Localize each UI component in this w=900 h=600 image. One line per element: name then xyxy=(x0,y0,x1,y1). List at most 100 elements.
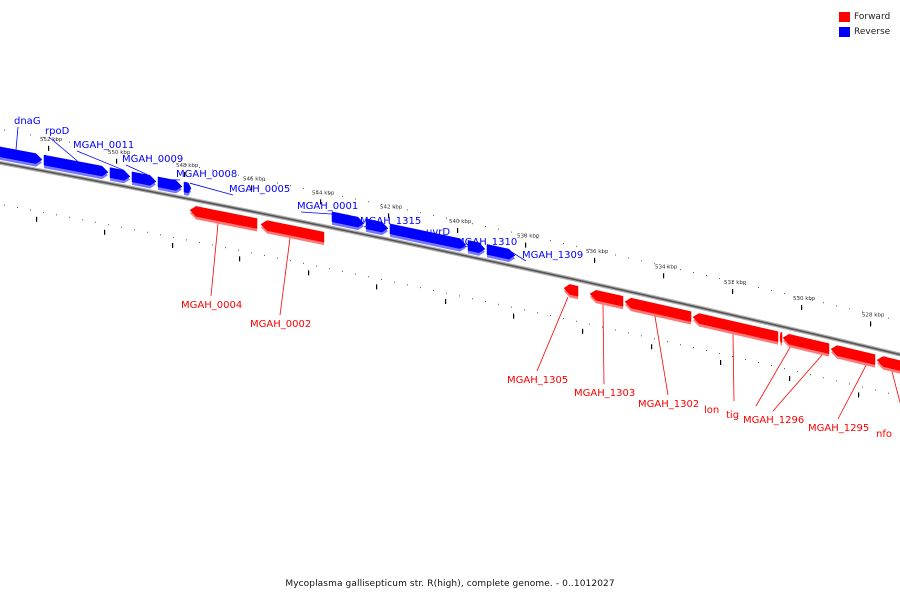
gene-label[interactable]: MGAH_1315 xyxy=(360,216,421,227)
inner-ruler-dot xyxy=(433,289,434,291)
inner-ruler-dot xyxy=(641,335,642,337)
outer-ruler-dot xyxy=(212,169,213,171)
gene-arrow[interactable] xyxy=(365,218,389,233)
outer-ruler-dot xyxy=(810,299,811,301)
gene-arrow[interactable] xyxy=(779,332,783,343)
gene-arrow[interactable] xyxy=(183,181,192,194)
outer-ruler-dot xyxy=(290,185,291,187)
outer-ruler-dot xyxy=(563,242,564,244)
inner-major-tick xyxy=(172,243,174,249)
gene-label[interactable]: MGAH_1296 xyxy=(743,415,804,426)
gene-label[interactable]: MGAH_1305 xyxy=(507,375,568,386)
gene-arrow[interactable] xyxy=(692,313,779,342)
gene-label[interactable]: MGAH_0008 xyxy=(176,169,237,180)
outer-ruler-dot xyxy=(628,257,629,259)
inner-ruler-dot xyxy=(459,295,460,297)
outer-ruler-dot xyxy=(108,149,109,151)
gene-label[interactable]: dnaG xyxy=(14,116,41,127)
inner-major-tick xyxy=(376,284,378,290)
outer-major-tick xyxy=(594,257,596,263)
inner-ruler-dot xyxy=(706,350,707,352)
gene-label[interactable]: tig xyxy=(726,410,739,421)
outer-ruler-dot xyxy=(771,290,772,292)
gene-arrow[interactable] xyxy=(260,220,325,243)
gene-arrow[interactable] xyxy=(0,145,43,164)
outer-major-tick xyxy=(457,227,459,233)
gene-label[interactable]: MGAH_1309 xyxy=(522,250,583,261)
outer-ruler-dot xyxy=(550,240,551,242)
outer-ruler-dot xyxy=(4,129,5,131)
gene-connector xyxy=(505,248,527,262)
outer-ruler-dot xyxy=(498,228,499,230)
outer-ruler-dot xyxy=(537,237,538,239)
outer-ruler-dot xyxy=(160,159,161,161)
inner-ruler-dot xyxy=(355,273,356,275)
gene-label[interactable]: MGAH_1295 xyxy=(808,423,869,434)
inner-ruler-dot xyxy=(719,353,720,355)
gene-connector xyxy=(429,232,433,239)
outer-major-tick xyxy=(870,321,872,327)
outer-ruler-dot xyxy=(368,201,369,203)
gene-arrow[interactable] xyxy=(467,240,486,253)
gene-label[interactable]: MGAH_0009 xyxy=(122,154,183,165)
gene-label[interactable]: nfo xyxy=(876,429,892,440)
gene-arrow[interactable] xyxy=(109,167,131,181)
outer-ruler-dot xyxy=(602,251,603,253)
inner-ruler-dot xyxy=(875,389,876,391)
inner-ruler-dot xyxy=(654,338,655,340)
gene-label[interactable]: uvrD xyxy=(426,227,450,238)
inner-ruler-dot xyxy=(485,300,486,302)
gene-label[interactable]: MGAH_0005 xyxy=(229,184,290,195)
tick-label: 532 kbp xyxy=(724,280,747,286)
inner-ruler-dot xyxy=(732,356,733,358)
gene-arrow[interactable] xyxy=(43,154,109,177)
gene-arrow[interactable] xyxy=(589,289,624,307)
outer-major-tick xyxy=(320,199,322,205)
outer-ruler-dot xyxy=(797,296,798,298)
genome-caption: Mycoplasma gallisepticum str. R(high), c… xyxy=(285,579,615,589)
inner-ruler-dot xyxy=(277,257,278,259)
outer-ruler-dot xyxy=(225,172,226,174)
outer-ruler-dot xyxy=(134,154,135,156)
gene-label[interactable]: MGAH_0002 xyxy=(250,319,311,330)
inner-ruler-dot xyxy=(537,312,538,314)
gene-label[interactable]: MGAH_0011 xyxy=(73,140,134,151)
gene-arrow[interactable] xyxy=(331,211,365,228)
gene-connector xyxy=(279,238,291,316)
outer-ruler-dot xyxy=(329,193,330,195)
inner-ruler-dot xyxy=(797,371,798,373)
gene-label[interactable]: MGAH_1302 xyxy=(638,399,699,410)
inner-ruler-dot xyxy=(381,278,382,280)
outer-ruler-dot xyxy=(667,266,668,268)
outer-major-tick xyxy=(801,305,803,311)
gene-connector xyxy=(891,371,900,404)
gene-label[interactable]: rpoD xyxy=(45,126,70,137)
inner-ruler-dot xyxy=(303,262,304,264)
tick-label: 550 kbp xyxy=(108,150,131,156)
gene-arrow[interactable] xyxy=(624,297,692,322)
outer-ruler-dot xyxy=(251,177,252,179)
gene-label[interactable]: lon xyxy=(704,405,719,416)
gene-arrow[interactable] xyxy=(782,333,830,354)
gene-label[interactable]: MGAH_0001 xyxy=(297,201,358,212)
gene-arrow[interactable] xyxy=(189,206,258,229)
gene-arrow[interactable] xyxy=(876,356,900,372)
inner-ruler-dot xyxy=(602,326,603,328)
inner-ruler-dot xyxy=(758,362,759,364)
gene-connector xyxy=(772,354,823,412)
gene-arrow[interactable] xyxy=(563,284,579,297)
outer-ruler-dot xyxy=(238,174,239,176)
inner-ruler-dot xyxy=(199,241,200,243)
inner-ruler-dot xyxy=(849,383,850,385)
legend-entry-forward: Forward xyxy=(839,9,890,24)
gene-arrow[interactable] xyxy=(486,244,516,260)
inner-ruler-dot xyxy=(420,287,421,289)
inner-major-tick xyxy=(445,298,447,304)
gene-label[interactable]: MGAH_0004 xyxy=(181,300,242,311)
gene-label[interactable]: MGAH_1303 xyxy=(574,388,635,399)
gene-arrow[interactable] xyxy=(830,345,876,365)
gene-arrow[interactable] xyxy=(389,223,467,249)
gene-label[interactable]: MGAH_1310 xyxy=(456,237,517,248)
forward-swatch xyxy=(839,11,850,22)
inner-ruler-dot xyxy=(108,224,109,226)
